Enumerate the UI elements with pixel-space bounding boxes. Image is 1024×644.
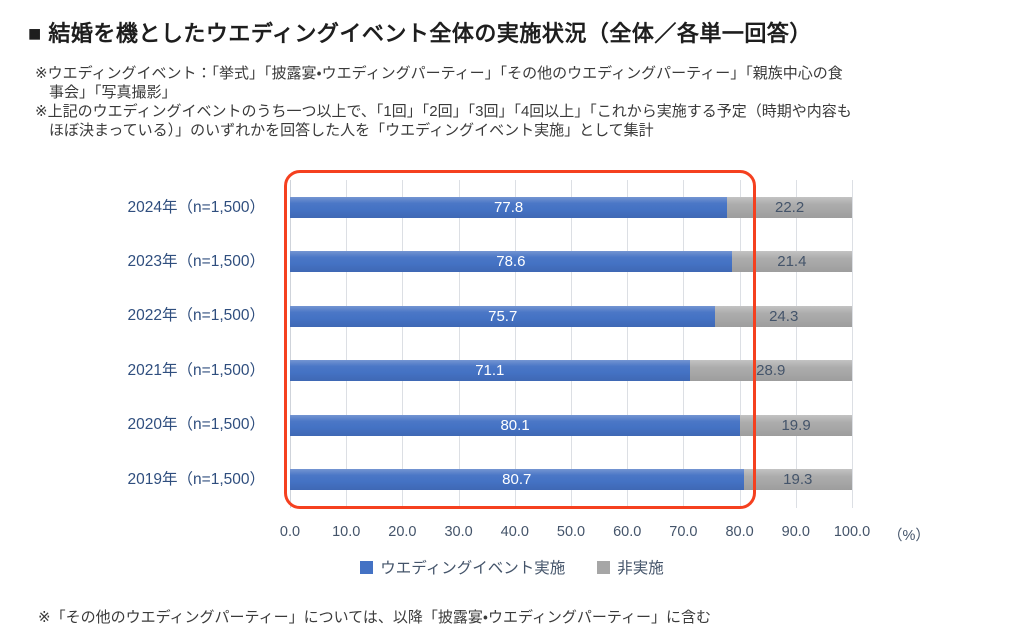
bar-value-label: 75.7 <box>488 307 518 325</box>
gridline <box>795 180 797 508</box>
legend-label-not-implemented: 非実施 <box>617 560 664 577</box>
bar-value-label: 19.3 <box>783 471 813 488</box>
chart-legend: ウエディングイベント実施 非実施 <box>0 556 1024 578</box>
legend-swatch-not-implemented-icon <box>597 560 611 574</box>
x-tick-label: 60.0 <box>613 524 642 540</box>
bar-value-label: 80.1 <box>500 416 530 434</box>
bar-segment-implemented: 77.8 <box>290 197 728 218</box>
bar-value-label: 71.1 <box>475 362 505 380</box>
gridline <box>402 180 404 508</box>
bar-segment-implemented: 71.1 <box>290 360 690 382</box>
legend-item-implemented: ウエディングイベント実施 <box>360 556 565 578</box>
legend-label-implemented: ウエディングイベント実施 <box>380 560 566 577</box>
gridline <box>852 180 853 508</box>
bar-value-label: 24.3 <box>769 307 799 325</box>
red-highlight-box <box>284 170 756 509</box>
bar-segment-implemented: 78.6 <box>290 251 732 273</box>
x-tick-label: 50.0 <box>556 524 586 540</box>
header-notes: ※ウエディングイベント：「挙式」「披露宴・ウエディングパーティー」「その他のウエ… <box>35 64 852 140</box>
bar-segment-implemented: 75.7 <box>290 305 716 327</box>
bar-value-label: 80.7 <box>502 471 532 488</box>
gridline <box>627 180 629 508</box>
bar-segment-not-implemented: 28.9 <box>689 360 852 382</box>
gridline <box>739 180 741 508</box>
x-tick-label: 90.0 <box>781 524 810 540</box>
gridline <box>571 180 572 508</box>
category-label: 2023年（n=1,500） <box>127 252 265 270</box>
bar-segment-not-implemented: 22.2 <box>727 197 852 218</box>
gridline <box>683 180 685 508</box>
x-tick-label: 70.0 <box>669 524 698 540</box>
bar-value-label: 22.2 <box>775 199 805 216</box>
bar-value-label: 19.9 <box>781 416 811 434</box>
gridline <box>514 180 516 508</box>
category-label: 2022年（n=1,500） <box>127 307 265 325</box>
bar-value-label: 21.4 <box>777 253 807 271</box>
gridline <box>458 180 460 508</box>
category-label: 2020年（n=1,500） <box>127 416 265 434</box>
legend-item-not-implemented: 非実施 <box>597 556 664 578</box>
page-title: ■ 結婚を機としたウエディングイベント全体の実施状況（全体／各単一回答） <box>28 21 812 46</box>
x-tick-label: 100.0 <box>833 524 871 540</box>
y-axis-line <box>290 180 291 508</box>
bar-value-label: 28.9 <box>756 362 786 380</box>
category-label: 2019年（n=1,500） <box>127 470 265 488</box>
bar-value-label: 78.6 <box>496 253 526 271</box>
bar-segment-not-implemented: 21.4 <box>731 251 852 273</box>
bar-segment-implemented: 80.7 <box>290 469 744 490</box>
bar-value-label: 77.8 <box>494 199 524 216</box>
bar-segment-not-implemented: 24.3 <box>715 305 852 327</box>
note-definition-line2: 事会」「写真撮影」 <box>49 84 177 101</box>
x-tick-label: 40.0 <box>500 524 529 540</box>
note-tally-line2: ほぼ決まっている）」のいずれかを回答した人を「ウエディングイベント実施」として集… <box>49 122 654 139</box>
bar-segment-not-implemented: 19.9 <box>740 414 852 436</box>
note-definition-line1: ※ウエディングイベント：「挙式」「披露宴・ウエディングパーティー」「その他のウエ… <box>35 65 843 82</box>
x-axis-unit-label: （%） <box>888 528 930 544</box>
category-label: 2024年（n=1,500） <box>127 198 265 216</box>
x-tick-label: 0.0 <box>279 524 301 540</box>
legend-swatch-implemented-icon <box>360 560 374 574</box>
x-tick-label: 80.0 <box>725 524 754 540</box>
category-label: 2021年（n=1,500） <box>127 361 265 379</box>
bar-segment-implemented: 80.1 <box>290 414 741 436</box>
footer-note: ※「その他のウエディングパーティー」については、以降「披露宴・ウエディングパーテ… <box>38 609 712 626</box>
gridline <box>346 180 348 508</box>
bar-segment-not-implemented: 19.3 <box>743 469 852 490</box>
x-tick-label: 10.0 <box>332 524 361 540</box>
x-tick-label: 30.0 <box>444 524 473 540</box>
note-tally-line1: ※上記のウエディングイベントのうち一つ以上で、「1回」「2回」「3回」「4回以上… <box>35 103 852 120</box>
x-tick-label: 20.0 <box>388 524 417 540</box>
